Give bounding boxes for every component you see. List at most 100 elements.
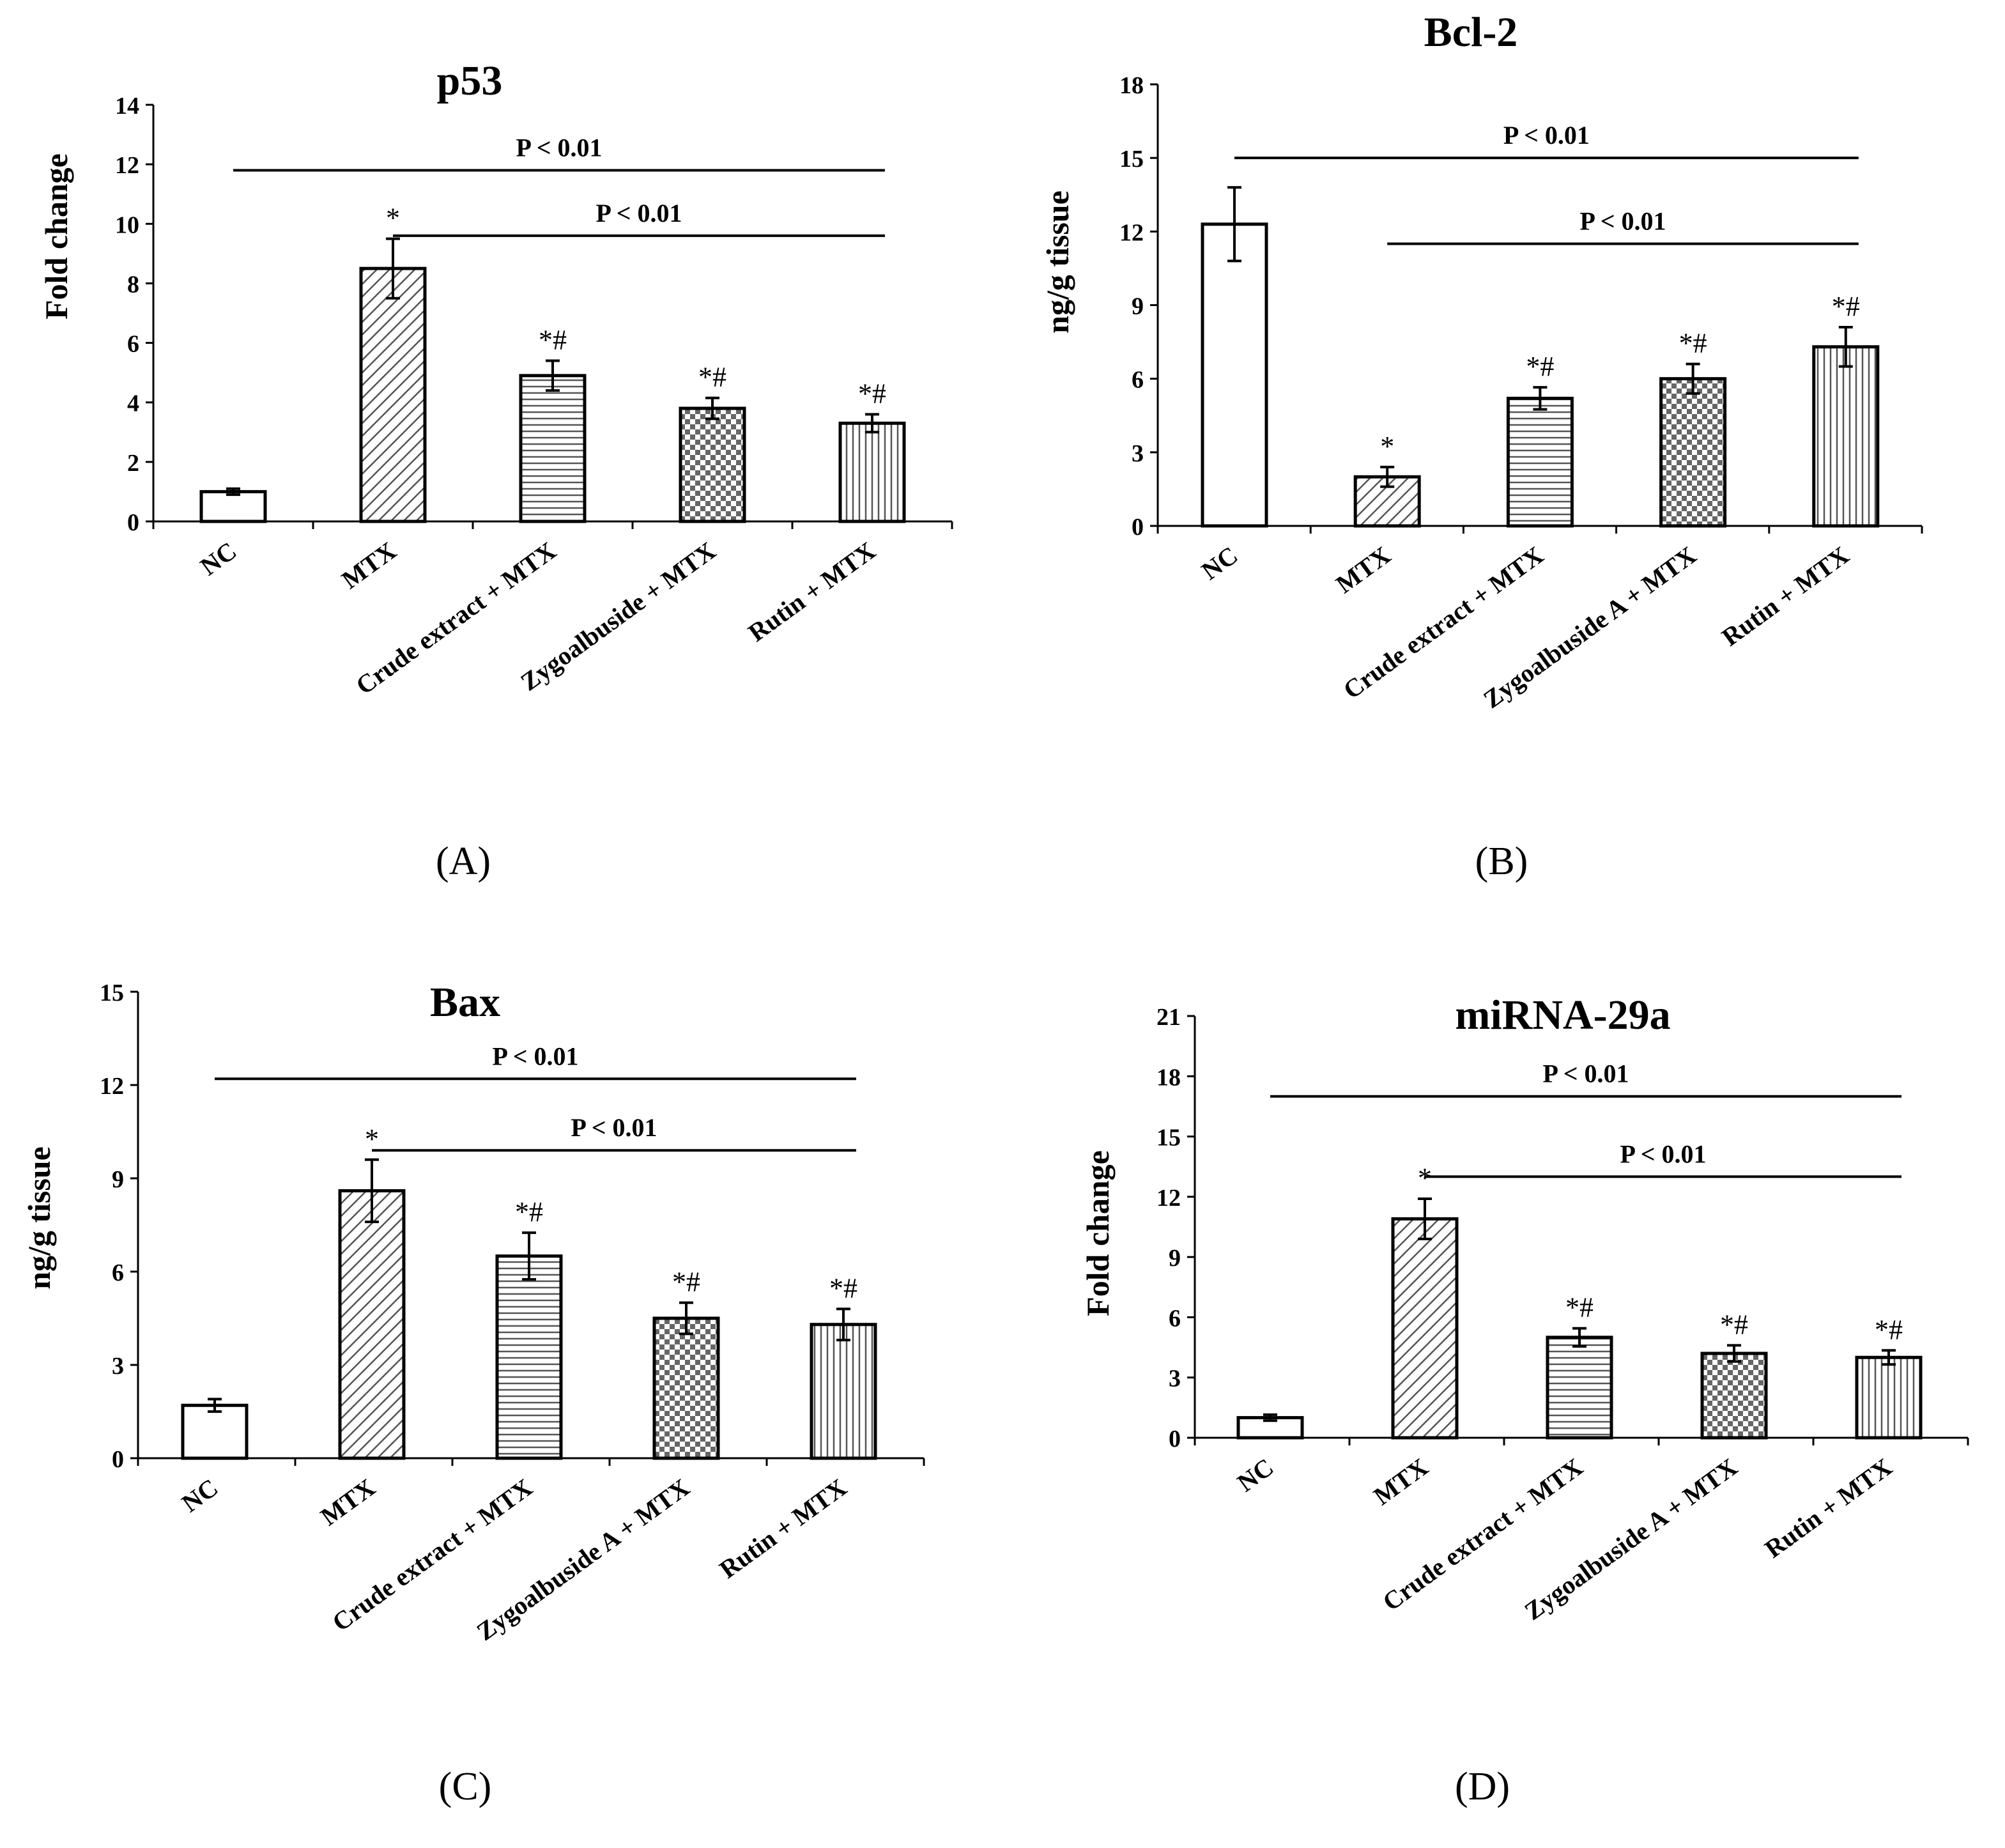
chart-title: Bcl-2 xyxy=(1424,9,1518,56)
y-tick-label: 6 xyxy=(127,331,139,358)
significance-marker: * xyxy=(1418,1162,1432,1194)
chart-title: Bax xyxy=(430,979,500,1026)
bar xyxy=(495,1254,563,1460)
y-axis-label: ng/g tissue xyxy=(21,1146,57,1290)
x-tick-label: NC xyxy=(1232,1452,1279,1497)
x-tick-label: MTX xyxy=(336,536,401,594)
x-tick-label: Rutin + MTX xyxy=(714,1473,852,1584)
y-tick-label: 4 xyxy=(127,390,139,417)
y-tick-label: 18 xyxy=(1156,1064,1181,1091)
significance-marker: *# xyxy=(539,325,567,356)
x-tick-label: NC xyxy=(1196,541,1243,585)
y-tick-label: 12 xyxy=(1119,219,1144,246)
bar xyxy=(1391,1217,1459,1440)
significance-marker: *# xyxy=(1832,291,1860,322)
significance-marker: *# xyxy=(1526,351,1554,382)
panel-label: (B) xyxy=(1475,840,1528,883)
significance-marker: * xyxy=(1380,431,1394,462)
bar xyxy=(1812,345,1880,528)
bar xyxy=(199,489,267,523)
bar xyxy=(1506,396,1574,528)
y-tick-label: 8 xyxy=(127,271,139,298)
significance-label: P < 0.01 xyxy=(571,1113,657,1142)
significance-marker: *# xyxy=(829,1272,857,1304)
y-tick-label: 12 xyxy=(115,152,139,179)
x-tick-label: Rutin + MTX xyxy=(1716,541,1854,652)
panel-b-chart: Bcl-2(B)ng/g tissue0369121518NC*MTX*#Cru… xyxy=(1040,9,1923,883)
significance-label: P < 0.01 xyxy=(1620,1139,1706,1168)
panel-a-chart: p53(A)Fold change02468101214NC*MTX*#Crud… xyxy=(38,58,953,883)
y-tick-label: 6 xyxy=(1169,1305,1181,1332)
x-tick-label: Rutin + MTX xyxy=(743,536,881,647)
x-tick-label: Rutin + MTX xyxy=(1760,1452,1898,1564)
y-tick-label: 18 xyxy=(1119,72,1144,99)
significance-marker: *# xyxy=(672,1267,700,1298)
significance-marker: *# xyxy=(1679,328,1707,359)
y-tick-label: 12 xyxy=(1156,1185,1181,1212)
significance-marker: * xyxy=(386,203,400,234)
x-tick-label: NC xyxy=(176,1473,223,1518)
y-axis-label: ng/g tissue xyxy=(1040,190,1075,334)
y-axis-label: Fold change xyxy=(38,153,74,320)
y-tick-label: 6 xyxy=(112,1259,124,1286)
significance-marker: *# xyxy=(1720,1309,1748,1340)
panel-label: (C) xyxy=(439,1765,492,1808)
y-tick-label: 0 xyxy=(1132,514,1144,541)
bar xyxy=(652,1316,720,1460)
bar xyxy=(679,406,746,523)
significance-marker: *# xyxy=(1875,1314,1903,1345)
chart-title: miRNA-29a xyxy=(1455,992,1670,1038)
bar xyxy=(1700,1351,1768,1440)
panel-label: (D) xyxy=(1455,1765,1510,1808)
chart-title: p53 xyxy=(437,58,503,104)
y-tick-label: 21 xyxy=(1156,1004,1181,1031)
x-tick-label: NC xyxy=(195,536,242,581)
significance-label: P < 0.01 xyxy=(1503,121,1590,150)
y-tick-label: 15 xyxy=(1119,146,1144,173)
significance-label: P < 0.01 xyxy=(1579,207,1666,236)
bar xyxy=(519,374,587,523)
y-tick-label: 15 xyxy=(100,980,124,1006)
y-tick-label: 15 xyxy=(1156,1125,1181,1151)
y-tick-label: 3 xyxy=(1169,1366,1181,1392)
bar xyxy=(1659,377,1727,528)
y-tick-label: 9 xyxy=(112,1166,124,1193)
significance-marker: *# xyxy=(698,362,726,393)
x-tick-label: MTX xyxy=(1331,541,1396,599)
significance-marker: *# xyxy=(1565,1292,1594,1323)
significance-label: P < 0.01 xyxy=(595,199,682,227)
bar xyxy=(1546,1336,1613,1440)
y-tick-label: 10 xyxy=(115,212,139,238)
y-axis-label: Fold change xyxy=(1080,1150,1116,1316)
bar xyxy=(1201,222,1268,528)
y-tick-label: 9 xyxy=(1169,1245,1181,1272)
panel-label: (A) xyxy=(436,840,491,883)
panel-d-chart: miRNA-29a (D) Fold change 0 3 6 9 12 15 18 21 NC * MT… xyxy=(1080,992,1969,1808)
y-tick-label: 9 xyxy=(1132,293,1144,320)
significance-marker: *# xyxy=(858,378,886,409)
significance-marker: * xyxy=(365,1123,379,1155)
y-tick-label: 12 xyxy=(100,1073,124,1100)
x-tick-label: MTX xyxy=(1368,1452,1433,1511)
y-tick-label: 0 xyxy=(112,1446,124,1473)
y-tick-label: 3 xyxy=(1132,440,1144,467)
significance-label: P < 0.01 xyxy=(516,133,602,162)
bar xyxy=(338,1189,406,1460)
y-tick-label: 0 xyxy=(127,509,139,536)
significance-label: P < 0.01 xyxy=(492,1042,578,1070)
bar xyxy=(1855,1355,1923,1440)
bar xyxy=(838,421,906,523)
significance-label: P < 0.01 xyxy=(1542,1059,1629,1088)
y-tick-label: 6 xyxy=(1132,367,1144,394)
x-tick-label: MTX xyxy=(315,1473,380,1531)
bar xyxy=(181,1403,249,1460)
y-tick-label: 2 xyxy=(127,450,139,477)
y-tick-label: 3 xyxy=(112,1353,124,1380)
bar xyxy=(359,266,427,523)
bar xyxy=(810,1323,877,1460)
significance-marker: *# xyxy=(515,1196,543,1228)
y-tick-label: 14 xyxy=(115,93,139,119)
y-tick-label: 0 xyxy=(1169,1426,1181,1452)
